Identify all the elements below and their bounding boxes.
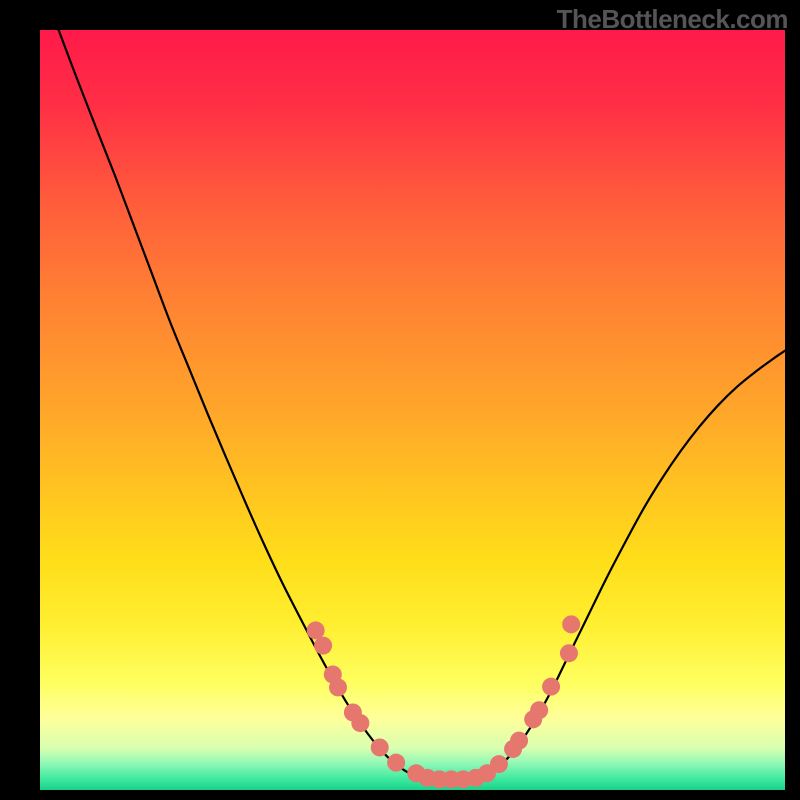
marker-point — [510, 732, 528, 750]
right-curve — [480, 351, 785, 778]
marker-point — [490, 755, 508, 773]
marker-point — [329, 678, 347, 696]
marker-point — [351, 714, 369, 732]
marker-point — [530, 701, 548, 719]
plot-svg — [40, 30, 785, 790]
left-curve — [59, 30, 424, 778]
chart-container: TheBottleneck.com — [0, 0, 800, 800]
marker-point — [562, 615, 580, 633]
marker-point — [542, 678, 560, 696]
marker-point — [371, 738, 389, 756]
watermark-text: TheBottleneck.com — [557, 4, 788, 35]
marker-point — [314, 637, 332, 655]
marker-point — [387, 754, 405, 772]
plot-area — [40, 30, 785, 790]
marker-point — [560, 644, 578, 662]
